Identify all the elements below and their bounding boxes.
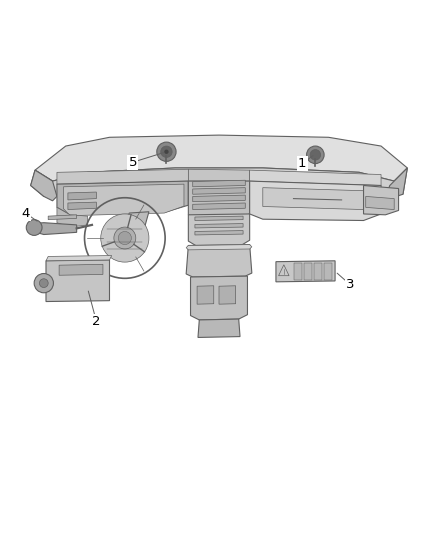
Polygon shape (263, 188, 364, 209)
Polygon shape (57, 169, 188, 184)
Polygon shape (33, 223, 77, 235)
Polygon shape (250, 170, 381, 185)
Polygon shape (186, 245, 252, 277)
Circle shape (39, 279, 48, 287)
Circle shape (118, 231, 131, 245)
Polygon shape (304, 263, 312, 280)
Polygon shape (385, 168, 407, 199)
Polygon shape (188, 169, 250, 181)
Polygon shape (31, 168, 407, 197)
Polygon shape (364, 185, 399, 215)
Circle shape (157, 142, 176, 161)
Polygon shape (46, 255, 112, 261)
Text: 1: 1 (298, 157, 307, 170)
Polygon shape (48, 215, 77, 220)
Polygon shape (250, 181, 381, 221)
Polygon shape (193, 180, 245, 187)
Circle shape (114, 227, 136, 249)
Polygon shape (276, 261, 335, 282)
Polygon shape (314, 263, 322, 280)
Polygon shape (366, 197, 394, 209)
Polygon shape (195, 223, 243, 228)
Polygon shape (59, 264, 103, 275)
Polygon shape (31, 170, 57, 201)
Polygon shape (219, 286, 236, 304)
Polygon shape (191, 276, 247, 320)
Polygon shape (188, 181, 250, 219)
Circle shape (310, 150, 321, 160)
Polygon shape (195, 216, 243, 221)
Polygon shape (68, 202, 96, 209)
Polygon shape (188, 214, 250, 246)
Text: 5: 5 (128, 156, 137, 169)
Polygon shape (46, 260, 110, 302)
Polygon shape (57, 207, 88, 227)
Polygon shape (57, 181, 188, 215)
Polygon shape (197, 286, 214, 304)
Circle shape (26, 220, 42, 236)
Polygon shape (193, 203, 245, 209)
Text: 2: 2 (92, 315, 101, 328)
Circle shape (101, 214, 149, 262)
Polygon shape (198, 319, 240, 337)
Polygon shape (35, 135, 407, 181)
Polygon shape (68, 192, 96, 200)
Circle shape (164, 150, 169, 154)
Polygon shape (193, 195, 245, 201)
Polygon shape (195, 231, 243, 235)
Polygon shape (118, 212, 149, 253)
Text: 4: 4 (21, 207, 30, 220)
Circle shape (34, 273, 53, 293)
Polygon shape (193, 188, 245, 194)
Circle shape (307, 146, 324, 164)
Polygon shape (294, 263, 302, 280)
Polygon shape (186, 245, 252, 250)
Circle shape (161, 146, 172, 157)
Text: 3: 3 (346, 278, 355, 292)
Polygon shape (324, 263, 332, 280)
Polygon shape (64, 184, 184, 216)
